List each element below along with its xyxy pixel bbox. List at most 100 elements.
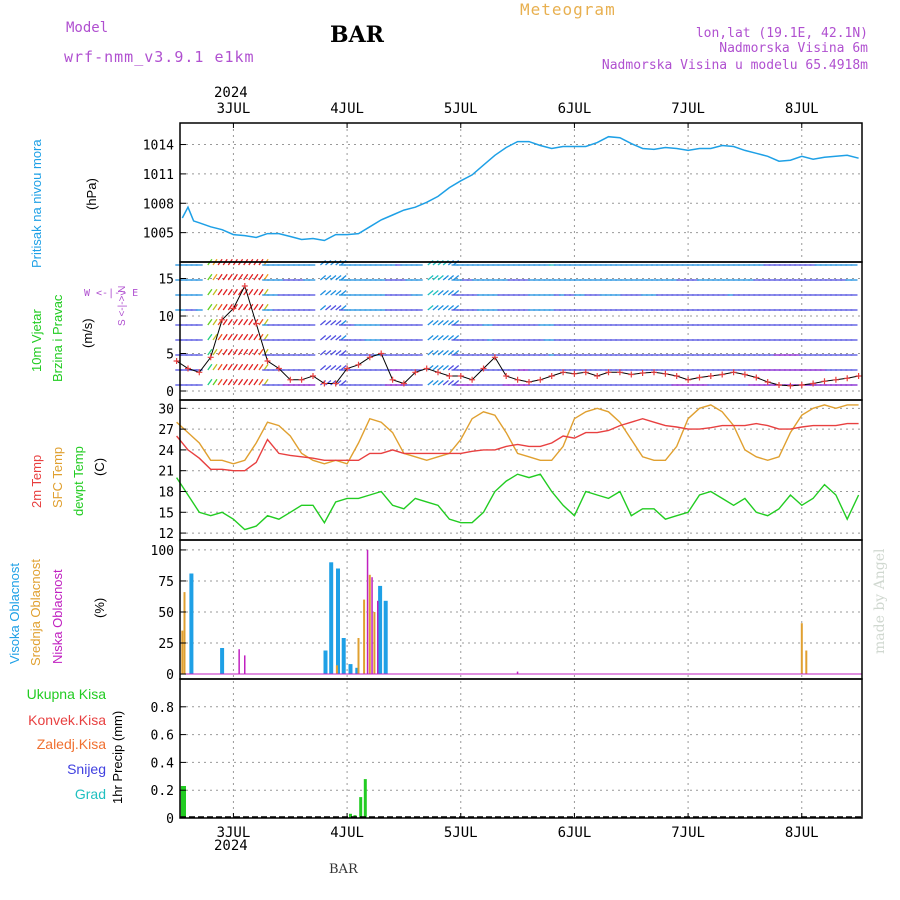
wind-speed-marker (389, 376, 396, 383)
wind-speed-marker (423, 365, 430, 372)
cloud-bar (238, 649, 240, 674)
wind-arrow (243, 333, 249, 341)
day-label-bottom-6JUL: 6JUL (558, 825, 592, 841)
wind-arrow (427, 290, 434, 296)
wind-arrow (243, 363, 249, 371)
ytick-label-pressure-1011: 1011 (143, 168, 174, 183)
wind-arrow (217, 363, 223, 371)
ytick-label-temp-27: 27 (158, 423, 174, 438)
pressure-line (181, 135, 859, 242)
wind-arrow (253, 378, 259, 386)
wind-arrow (222, 303, 228, 311)
cloud-bar (368, 574, 371, 675)
wind-arrow (330, 320, 337, 326)
wind-arrow (232, 288, 238, 296)
wind-speed-marker (298, 376, 305, 383)
wind-arrow (212, 348, 218, 356)
wind-arrow (437, 350, 444, 356)
wind-arrow (330, 335, 337, 341)
cloud-bar (371, 577, 373, 674)
wind-speed-marker (764, 379, 771, 385)
wind-arrow (452, 350, 460, 356)
wind-arrow (227, 273, 233, 281)
wind-arrow (442, 290, 449, 296)
wind-speed-marker (435, 369, 441, 376)
ytick-label-precip-0.2: 0.2 (151, 784, 174, 799)
wind-arrow (452, 290, 460, 296)
wind-speed-marker (776, 382, 782, 388)
ytick-label-cloud-0: 0 (166, 668, 174, 683)
wind-arrow (263, 318, 269, 326)
tick-labels: 3JUL 3JUL 4JUL 4JUL 5JUL 5JUL 6JUL 6JUL 7JUL 7JUL… (143, 101, 819, 841)
wind-arrow (325, 290, 332, 296)
ytick-label-temp-24: 24 (158, 444, 174, 459)
wind-speed-marker (855, 373, 862, 379)
wind-arrow (452, 305, 460, 311)
wind-speed-marker (287, 376, 294, 383)
wind-speed-marker (378, 350, 385, 357)
wind-speed-marker (616, 369, 623, 376)
wind-arrow (217, 273, 223, 281)
wind-arrow (258, 348, 264, 356)
wind-arrow (437, 320, 444, 326)
wind-arrow (227, 318, 233, 326)
cloud-bar (181, 630, 184, 674)
wind-arrow (212, 303, 218, 311)
meteogram-title: Meteogram (520, 0, 616, 19)
wind-arrow (237, 378, 244, 386)
wind-speed-marker (787, 382, 794, 389)
temp-label3: dewpt Temp (71, 446, 86, 516)
wind-arrow (319, 290, 327, 296)
wind-speed-marker (707, 373, 714, 379)
wind-arrow (253, 288, 259, 296)
wind-speed-marker (685, 376, 692, 383)
ytick-label-temp-18: 18 (158, 485, 174, 500)
wind-arrow (248, 333, 254, 341)
day-label-bottom-5JUL: 5JUL (444, 825, 478, 841)
wind-arrow (253, 303, 259, 311)
wind-arrow (437, 365, 444, 371)
ytick-label-temp-12: 12 (158, 527, 174, 542)
wind-speed-marker (310, 373, 316, 379)
day-label-top-7JUL: 7JUL (671, 101, 705, 117)
wind-speed-marker (196, 369, 203, 376)
wind-arrow (212, 363, 218, 371)
wind-arrow (212, 273, 218, 281)
wind-speed-marker (321, 380, 328, 387)
ytick-label-temp-21: 21 (158, 465, 174, 480)
wind-arrow (442, 380, 449, 386)
wind-arrow (335, 305, 342, 311)
wind-arrow (222, 378, 228, 386)
cloud-bar (805, 650, 808, 675)
wind-speed-marker (332, 380, 339, 387)
frame-precip (179, 678, 863, 819)
wind-arrow (243, 348, 249, 356)
wind-arrow (325, 320, 332, 326)
wind-arrow (432, 275, 439, 281)
wind-arrow (427, 305, 434, 311)
ytick-label-temp-30: 30 (158, 402, 174, 417)
wind-speed-marker (844, 375, 851, 382)
cloud-label1: Visoka Oblacnost (7, 563, 22, 664)
wind-speed-marker (241, 283, 248, 289)
wind-arrow (263, 363, 269, 371)
year-bottom: 2024 (214, 838, 248, 854)
wind-arrow (325, 335, 332, 341)
wind-arrow (330, 350, 337, 356)
cloud-bar (183, 592, 186, 674)
wind-arrow (258, 333, 264, 341)
wind-speed-marker (560, 369, 567, 376)
wind-arrow (263, 333, 269, 341)
wind-arrow (227, 288, 233, 296)
wind-arrow-field (175, 258, 858, 386)
wind-arrow (212, 288, 218, 296)
wind-arrow (258, 273, 264, 281)
cloud-bar (516, 671, 519, 675)
wind-arrow (237, 288, 244, 296)
wind-arrow (325, 365, 332, 371)
wind-speed-marker (605, 369, 612, 376)
cloud-bar (220, 648, 225, 675)
wind-arrow (237, 348, 244, 356)
wind-arrow (222, 318, 228, 326)
